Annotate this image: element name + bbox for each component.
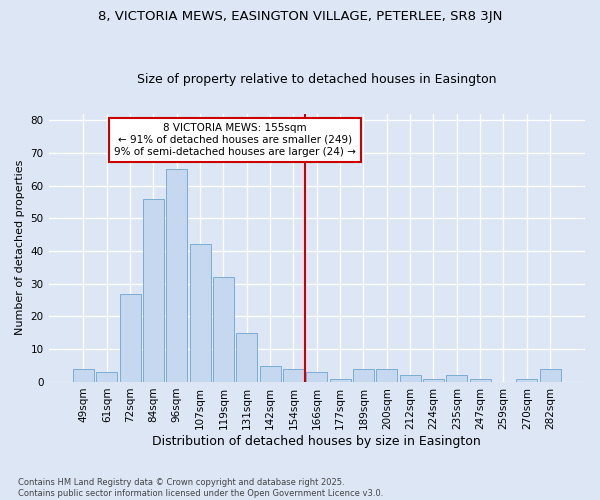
Bar [306,372,327,382]
Bar [376,369,397,382]
Bar [283,369,304,382]
Bar [96,372,117,382]
Bar [470,378,491,382]
Bar [446,376,467,382]
Bar [353,369,374,382]
Bar [423,378,444,382]
Title: Size of property relative to detached houses in Easington: Size of property relative to detached ho… [137,73,497,86]
Text: 8, VICTORIA MEWS, EASINGTON VILLAGE, PETERLEE, SR8 3JN: 8, VICTORIA MEWS, EASINGTON VILLAGE, PET… [98,10,502,23]
Bar [329,378,350,382]
Bar [539,369,560,382]
Text: Contains HM Land Registry data © Crown copyright and database right 2025.
Contai: Contains HM Land Registry data © Crown c… [18,478,383,498]
Bar [119,294,140,382]
Text: 8 VICTORIA MEWS: 155sqm
← 91% of detached houses are smaller (249)
9% of semi-de: 8 VICTORIA MEWS: 155sqm ← 91% of detache… [114,124,356,156]
X-axis label: Distribution of detached houses by size in Easington: Distribution of detached houses by size … [152,434,481,448]
Bar [190,244,211,382]
Bar [516,378,537,382]
Bar [260,366,281,382]
Bar [166,169,187,382]
Bar [236,333,257,382]
Bar [213,277,234,382]
Bar [73,369,94,382]
Bar [400,376,421,382]
Bar [143,198,164,382]
Y-axis label: Number of detached properties: Number of detached properties [15,160,25,336]
